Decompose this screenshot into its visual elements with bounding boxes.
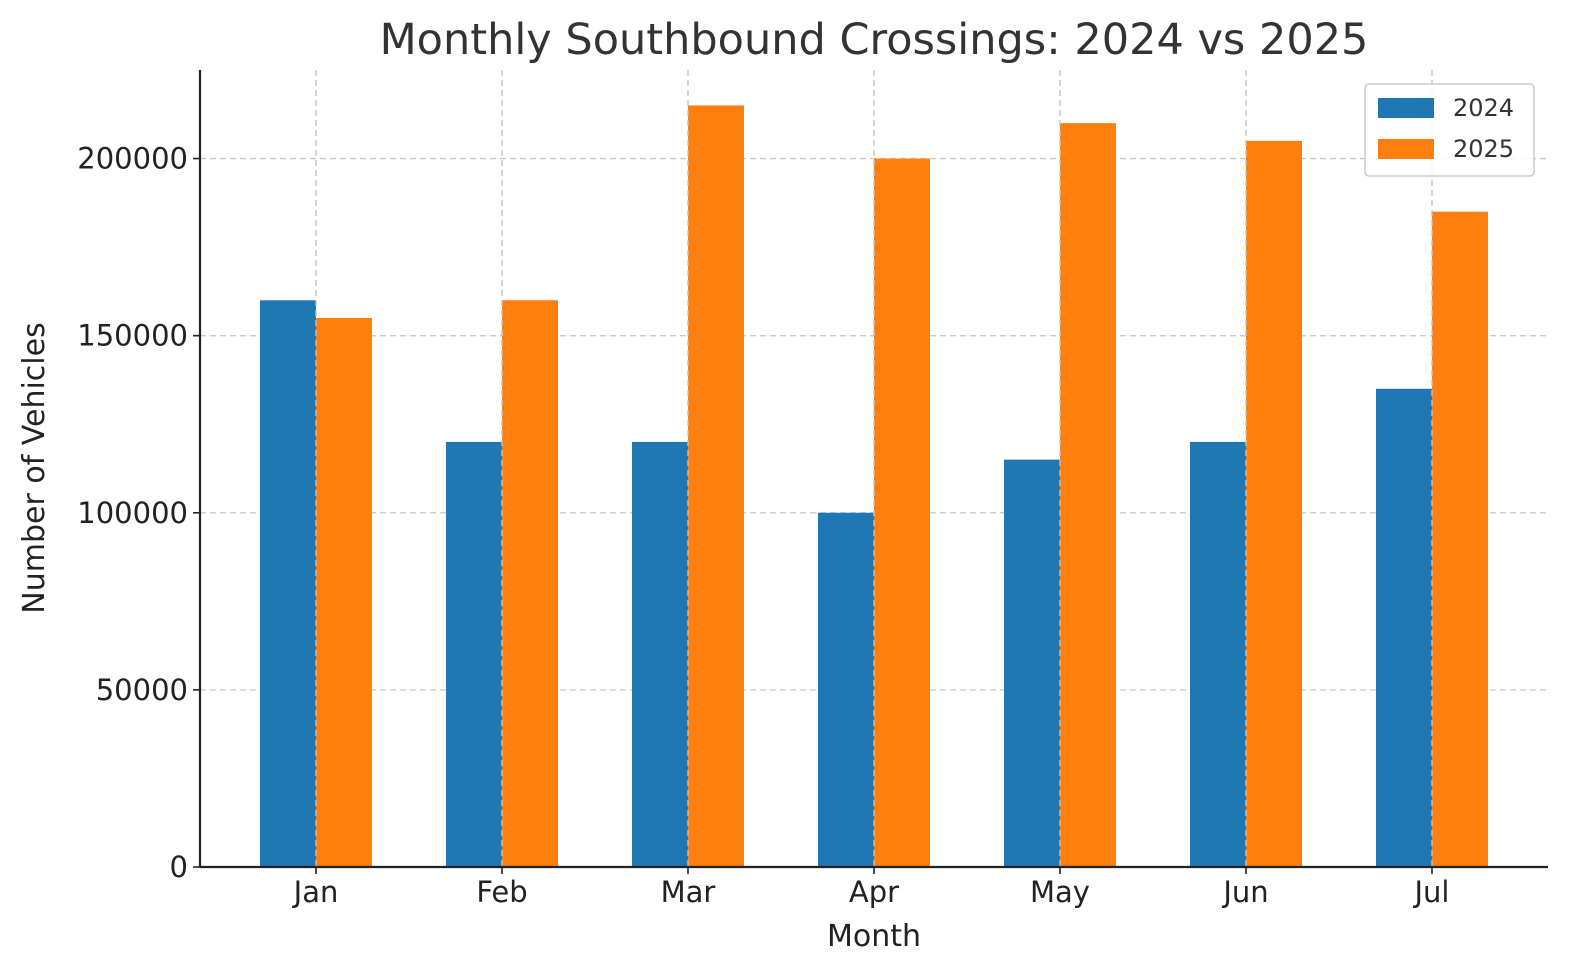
x-tick-label: Mar bbox=[661, 875, 716, 909]
bar-2024-may bbox=[1004, 459, 1060, 867]
bar-2024-jul bbox=[1376, 388, 1432, 867]
bars bbox=[260, 70, 1488, 868]
bar-2025-apr bbox=[874, 158, 930, 868]
bar-2024-jun bbox=[1190, 441, 1246, 867]
bar-2024-mar bbox=[632, 441, 688, 867]
y-ticks: 0 50000 100000 150000 200000 bbox=[77, 142, 200, 884]
bar-2025-mar bbox=[688, 105, 744, 867]
y-axis-label: Number of Vehicles bbox=[17, 322, 52, 613]
x-tick-label: May bbox=[1030, 875, 1090, 909]
x-axis-label: Month bbox=[827, 919, 921, 954]
legend-label-2024: 2024 bbox=[1453, 94, 1514, 122]
y-tick-label: 50000 bbox=[96, 673, 188, 707]
legend: 2024 2025 bbox=[1364, 83, 1535, 177]
y-tick-label: 150000 bbox=[77, 319, 188, 353]
x-tick-label: Apr bbox=[849, 875, 899, 909]
bar-2025-jan bbox=[316, 317, 372, 867]
bar-2025-jul bbox=[1432, 211, 1488, 867]
y-tick-label: 100000 bbox=[77, 496, 188, 530]
x-tick-label: Jul bbox=[1413, 875, 1450, 909]
x-ticks: Jan Feb Mar Apr May Jun Jul bbox=[292, 867, 1450, 909]
legend-label-2025: 2025 bbox=[1453, 135, 1514, 163]
legend-swatch-2024 bbox=[1378, 98, 1434, 118]
x-tick-label: Jan bbox=[292, 875, 339, 909]
x-tick-label: Jun bbox=[1221, 875, 1268, 909]
x-tick-label: Feb bbox=[476, 875, 527, 909]
chart-title: Monthly Southbound Crossings: 2024 vs 20… bbox=[380, 15, 1369, 65]
bar-2025-may bbox=[1060, 123, 1116, 868]
bar-2024-jan bbox=[260, 300, 316, 867]
y-tick-label: 200000 bbox=[77, 142, 188, 176]
bar-2024-feb bbox=[446, 441, 502, 867]
bar-2024-apr bbox=[818, 512, 874, 867]
y-tick-label: 0 bbox=[170, 850, 188, 884]
legend-swatch-2025 bbox=[1378, 139, 1434, 159]
bar-2025-feb bbox=[502, 300, 558, 867]
bar-2025-jun bbox=[1246, 140, 1302, 867]
